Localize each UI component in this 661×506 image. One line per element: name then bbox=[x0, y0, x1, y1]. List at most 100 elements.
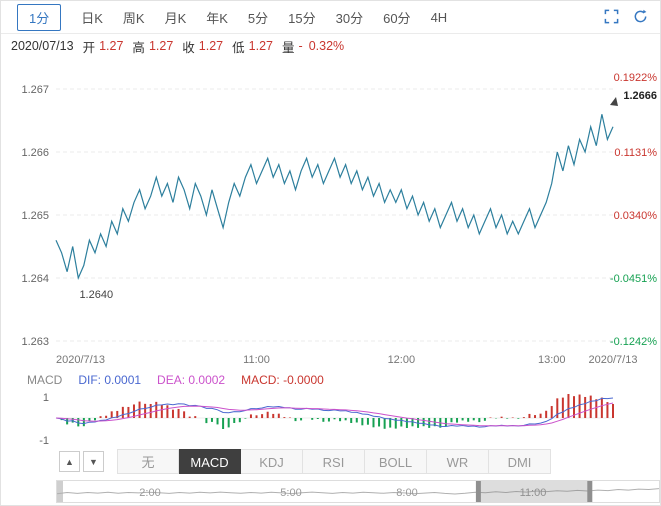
macd-bar bbox=[277, 413, 280, 418]
macd-bar bbox=[144, 403, 147, 419]
last-price-label: 1.2666 bbox=[623, 90, 657, 102]
interval-tabbar: 1分 日K 周K 月K 年K 5分 15分 30分 60分 4H bbox=[1, 1, 660, 34]
scroll-up-button[interactable]: ▲ bbox=[59, 451, 80, 472]
macd-bar bbox=[160, 404, 163, 418]
macd-bar bbox=[227, 418, 230, 428]
volume-value: - bbox=[298, 39, 303, 53]
x-tick-label: 12:00 bbox=[388, 354, 416, 366]
macd-bar bbox=[88, 418, 91, 422]
indicator-toolbar: ▲ ▼ 无 MACD KDJ RSI BOLL WR DMI bbox=[59, 449, 551, 474]
indicator-tab-kdj[interactable]: KDJ bbox=[241, 449, 303, 474]
scroll-down-button[interactable]: ▼ bbox=[83, 451, 104, 472]
macd-value: MACD: -0.0000 bbox=[241, 373, 324, 387]
percent-label: -0.0451% bbox=[610, 273, 657, 285]
macd-bar bbox=[99, 416, 102, 418]
macd-bar bbox=[177, 408, 180, 419]
macd-bar bbox=[333, 418, 336, 420]
macd-bar bbox=[606, 402, 609, 418]
macd-bar bbox=[472, 418, 475, 421]
tab-4h[interactable]: 4H bbox=[430, 9, 448, 25]
nav-time-label: 2:00 bbox=[139, 487, 160, 499]
tab-week-k[interactable]: 周K bbox=[122, 10, 145, 26]
refresh-icon[interactable] bbox=[633, 9, 648, 24]
macd-bar bbox=[93, 418, 96, 421]
macd-bar bbox=[355, 418, 358, 423]
fullscreen-icon[interactable] bbox=[604, 9, 619, 24]
macd-bar bbox=[578, 394, 581, 419]
macd-bar bbox=[383, 418, 386, 429]
macd-bar bbox=[372, 418, 375, 428]
macd-bar bbox=[489, 417, 492, 419]
macd-bar bbox=[288, 417, 291, 418]
macd-bar bbox=[327, 418, 330, 422]
dif-value: DIF: 0.0001 bbox=[78, 373, 142, 387]
datazoom-left-handle[interactable] bbox=[475, 481, 481, 502]
macd-bar bbox=[105, 415, 108, 419]
high-label: 高 bbox=[132, 40, 145, 55]
datazoom-right-handle[interactable] bbox=[587, 481, 593, 502]
macd-bar bbox=[405, 418, 408, 428]
datazoom-window[interactable] bbox=[478, 481, 590, 502]
tab-60min[interactable]: 60分 bbox=[383, 10, 411, 26]
macd-bar bbox=[210, 418, 213, 422]
macd-bar bbox=[244, 418, 247, 419]
macd-bar bbox=[116, 410, 119, 419]
indicator-tab-wr[interactable]: WR bbox=[427, 449, 489, 474]
low-value: 1.27 bbox=[248, 39, 273, 53]
macd-bar bbox=[550, 406, 553, 419]
macd-bar bbox=[194, 416, 197, 419]
macd-bar bbox=[567, 394, 570, 418]
tab-15min[interactable]: 15分 bbox=[288, 10, 316, 26]
toolbar-icons bbox=[604, 9, 648, 24]
macd-bar bbox=[612, 404, 614, 419]
x-tick-label: 13:00 bbox=[538, 354, 566, 366]
macd-bar bbox=[595, 399, 598, 418]
tab-month-k[interactable]: 月K bbox=[164, 10, 187, 26]
macd-bar bbox=[545, 410, 548, 418]
open-value: 1.27 bbox=[99, 39, 124, 53]
indicator-tab-macd[interactable]: MACD bbox=[179, 449, 241, 474]
macd-bar bbox=[478, 418, 481, 423]
macd-bar bbox=[422, 418, 425, 427]
tab-1min[interactable]: 1分 bbox=[17, 3, 62, 31]
macd-bar bbox=[171, 409, 174, 418]
macd-bar bbox=[506, 418, 509, 419]
macd-bar bbox=[300, 418, 303, 421]
macd-bar bbox=[400, 418, 403, 427]
macd-bar bbox=[138, 401, 141, 418]
tab-30min[interactable]: 30分 bbox=[335, 10, 364, 26]
indicator-tab-dmi[interactable]: DMI bbox=[489, 449, 551, 474]
macd-axis-label: -1 bbox=[39, 435, 49, 447]
tab-5min[interactable]: 5分 bbox=[247, 10, 269, 26]
tab-year-k[interactable]: 年K bbox=[206, 10, 228, 26]
macd-bar bbox=[222, 418, 225, 429]
dea-value: DEA: 0.0002 bbox=[157, 373, 226, 387]
macd-bar bbox=[539, 413, 542, 418]
tab-day-k[interactable]: 日K bbox=[81, 10, 103, 26]
macd-bar bbox=[238, 418, 241, 423]
nav-time-label: 5:00 bbox=[280, 487, 301, 499]
percent-label: 0.1131% bbox=[614, 147, 657, 159]
y-tick-label: 1.267 bbox=[21, 84, 49, 96]
indicator-tab-boll[interactable]: BOLL bbox=[365, 449, 427, 474]
quote-info-bar: 2020/07/13 开 1.27 高 1.27 收 1.27 低 1.27 量… bbox=[1, 35, 660, 57]
macd-bar bbox=[188, 416, 191, 419]
macd-chart[interactable]: 1 -1 bbox=[1, 389, 661, 447]
macd-bar bbox=[82, 418, 85, 427]
macd-bar bbox=[522, 417, 525, 419]
indicator-tab-rsi[interactable]: RSI bbox=[303, 449, 365, 474]
percent-label: -0.1242% bbox=[610, 336, 657, 348]
macd-bar bbox=[483, 418, 486, 421]
macd-bar bbox=[316, 418, 319, 419]
macd-bar bbox=[311, 418, 314, 420]
percent-label: 0.0340% bbox=[614, 210, 658, 222]
indicator-tab-none[interactable]: 无 bbox=[117, 449, 179, 474]
range-navigator[interactable]: 2:00 5:00 8:00 11:00 bbox=[56, 480, 660, 503]
macd-bar bbox=[249, 414, 252, 419]
macd-bar bbox=[110, 411, 113, 419]
macd-bar bbox=[350, 418, 353, 423]
price-chart[interactable]: 1.267 0.1922% 1.266 0.1131% 1.265 0.0340% 1.26… bbox=[1, 55, 661, 373]
macd-bar bbox=[77, 418, 80, 427]
macd-bar bbox=[216, 418, 219, 425]
macd-bar bbox=[294, 418, 297, 422]
